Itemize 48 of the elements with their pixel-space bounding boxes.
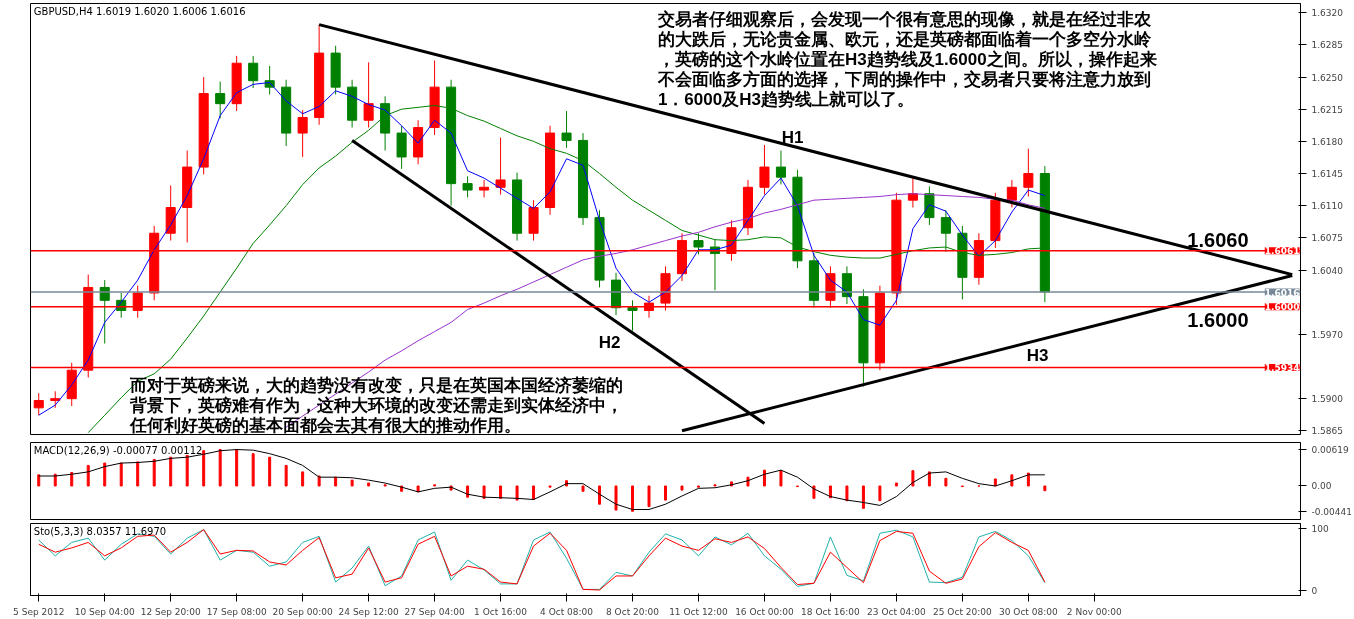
annotation: 而对于英磅来说，大的趋势没有改变，只是在英国本国经济萎缩的背景下，英磅难有作为，这种大环境的改变还需走到实体经济中，任何利好英磅的基本面都会去其有很大的推动作用。 [128, 376, 623, 436]
annotation: H1 [781, 127, 804, 147]
y-tick-label: 1.6110 [1311, 201, 1344, 212]
y-tick-label: -0.00441 [1311, 507, 1352, 518]
ref-line-label: 1.6000 [1264, 302, 1300, 313]
x-tick-label: 1 Oct 16:00 [474, 606, 528, 617]
ref-line-label: 1.6016 [1264, 287, 1300, 298]
x-tick-label: 16 Oct 00:00 [735, 606, 795, 617]
annotation: H2 [598, 333, 621, 353]
annotation: 交易者仔细观察后，会发现一个很有意思的现像，就是在经过非农的大跌后，无论贵金属、欧元，还是英磅都面临着一个多空分水岭，英磅的这个水岭位置在H3趋势线及1.6000之间。所以，操作起来不会面临多方面的选择，下周的操作中，交易者只要将注意力放到1．6000及H3趋势线上就可以了。 [656, 9, 1157, 109]
x-tick-label: 10 Sep 04:00 [74, 606, 136, 617]
ref-line-label: 1.5934 [1264, 362, 1300, 373]
y-tick-label: 0.00619 [1311, 445, 1349, 456]
x-tick-label: 18 Oct 16:00 [801, 606, 861, 617]
x-tick-label: 20 Sep 00:00 [272, 606, 333, 617]
x-tick-label: 25 Oct 20:00 [933, 606, 992, 617]
annotation: 1.6060 [1187, 228, 1249, 251]
y-tick-label: 1.6145 [1311, 169, 1343, 180]
annotation: H3 [1026, 346, 1049, 366]
x-tick-label: 24 Sep 12:00 [338, 606, 399, 617]
y-tick-label: 1.5865 [1311, 426, 1343, 437]
chart-title: Sto(5,3,3) 8.0357 11.6970 [33, 525, 167, 537]
y-tick-label: 1.6285 [1311, 40, 1343, 51]
y-tick-label: 100 [1311, 524, 1329, 535]
annotation: 1.6000 [1187, 308, 1249, 331]
x-tick-label: 27 Sep 04:00 [404, 606, 465, 617]
y-tick-label: 0 [1311, 585, 1318, 596]
y-tick-label: 1.5900 [1311, 394, 1344, 405]
y-tick-label: 1.6250 [1311, 72, 1344, 83]
x-tick-label: 30 Oct 08:00 [999, 606, 1058, 617]
y-tick-label: 1.6180 [1311, 136, 1344, 147]
x-tick-label: 2 Nov 00:00 [1066, 606, 1123, 617]
x-tick-label: 4 Oct 08:00 [540, 606, 594, 617]
x-tick-label: 5 Sep 2012 [13, 606, 65, 617]
y-tick-label: 1.6320 [1311, 8, 1344, 19]
chart-title: GBPUSD,H4 1.6019 1.6020 1.6006 1.6016 [33, 5, 246, 17]
y-tick-label: 1.6040 [1311, 265, 1344, 276]
y-tick-label: 0.00 [1311, 481, 1332, 492]
y-tick-label: 1.6215 [1311, 104, 1343, 115]
x-tick-label: 11 Oct 12:00 [669, 606, 729, 617]
y-tick-label: 1.6075 [1311, 233, 1343, 244]
chart-title: MACD(12,26,9) -0.00077 0.00112 [33, 444, 203, 456]
x-tick-label: 17 Sep 08:00 [206, 606, 267, 617]
x-tick-label: 23 Oct 04:00 [867, 606, 927, 617]
ref-line-label: 1.6061 [1264, 246, 1300, 257]
x-tick-label: 8 Oct 20:00 [606, 606, 660, 617]
x-tick-label: 12 Sep 20:00 [140, 606, 202, 617]
y-tick-label: 1.5970 [1311, 329, 1344, 340]
